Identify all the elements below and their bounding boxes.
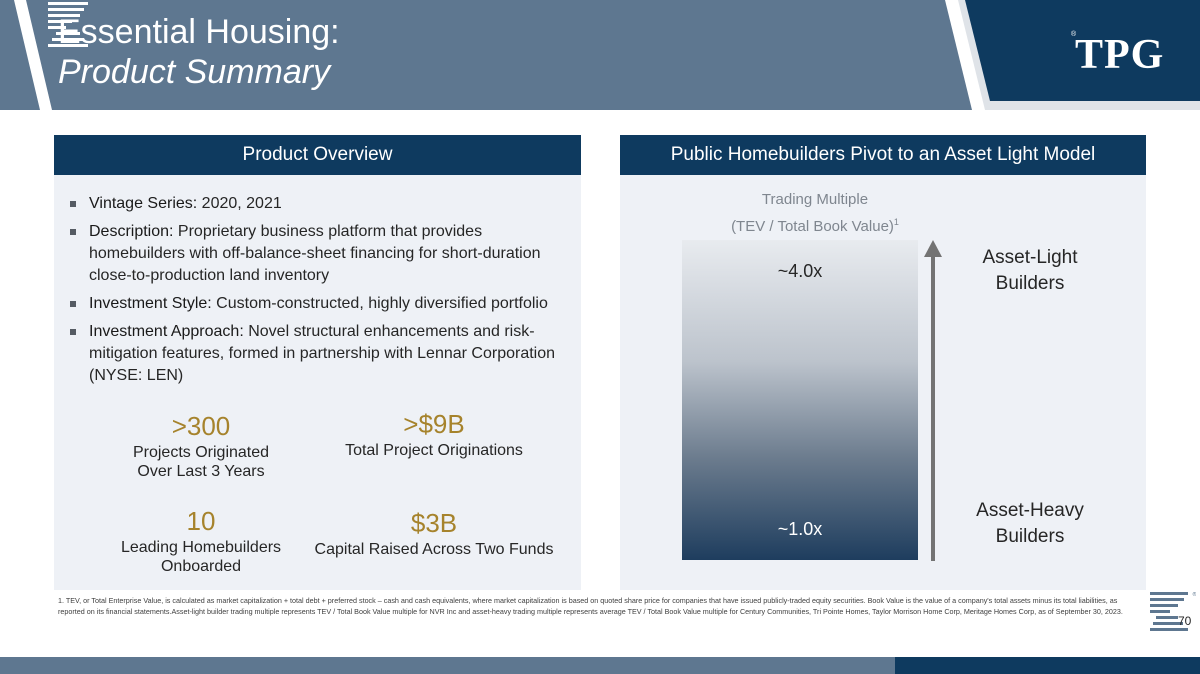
header-right-stripe (945, 0, 987, 110)
stat-homebuilders-onboarded: 10 Leading Homebuilders Onboarded (96, 506, 306, 576)
asset-heavy-builders-label: Asset-Heavy Builders (976, 500, 1084, 547)
bullet-square-icon (70, 201, 76, 207)
stat-label: Projects Originated Over Last 3 Years (132, 444, 270, 480)
bullet-investment-style: Investment Style: Custom-constructed, hi… (68, 293, 568, 315)
asset-light-builders-label: Asset-Light Builders (982, 247, 1078, 294)
bullet-square-icon (70, 301, 76, 307)
stat-value: $3B (410, 508, 458, 538)
header-background (0, 0, 1200, 110)
logo-wordmark: TPG (1075, 32, 1165, 78)
bullet-vintage-series: Vintage Series: 2020, 2021 (68, 193, 568, 215)
stat-value: 10 (186, 506, 216, 536)
logo-trademark: ® (1071, 31, 1077, 38)
stat-value: >300 (171, 411, 231, 441)
asset-light-pivot-panel: Public Homebuilders Pivot to an Asset Li… (620, 135, 1146, 590)
stat-label: Capital Raised Across Two Funds (314, 541, 554, 558)
asset-light-multiple: ~4.0x (777, 261, 823, 281)
overview-bullet-list: Vintage Series: 2020, 2021 Description: … (68, 193, 568, 393)
product-overview-panel: Product Overview Vintage Series: 2020, 2… (54, 135, 581, 590)
page-title: Essential Housing: Product Summary (58, 12, 340, 92)
up-arrow-icon (924, 240, 942, 561)
logo-block (965, 0, 1200, 101)
stat-capital-raised: $3B Capital Raised Across Two Funds (306, 508, 562, 559)
header-band: Essential Housing: Product Summary ® TPG (0, 0, 1200, 110)
multiple-gradient-bar (682, 240, 918, 560)
product-overview-heading: Product Overview (54, 135, 581, 175)
stat-label: Total Project Originations (345, 442, 523, 459)
trading-multiple-label: Trading Multiple (TEV / Total Book Value… (731, 191, 899, 235)
tpg-logo-icon (48, 2, 88, 47)
stat-value: >$9B (403, 409, 465, 439)
footnote: 1. TEV, or Total Enterprise Value, is ca… (58, 596, 1123, 616)
bullet-investment-approach: Investment Approach: Novel structural en… (68, 321, 568, 387)
footer-accent (895, 657, 1200, 674)
asset-heavy-multiple: ~1.0x (777, 519, 823, 539)
bullet-square-icon (70, 229, 76, 235)
bullet-description: Description: Proprietary business platfo… (68, 221, 568, 287)
bullet-square-icon (70, 329, 76, 335)
title-line-1: Essential Housing: (58, 13, 340, 51)
page-number: 70 (1178, 614, 1192, 628)
title-line-2: Product Summary (58, 53, 331, 91)
svg-text:®: ® (1192, 591, 1196, 598)
tpg-mark-icon: ® (1150, 591, 1196, 631)
asset-light-pivot-heading: Public Homebuilders Pivot to an Asset Li… (620, 135, 1146, 175)
stat-total-originations: >$9B Total Project Originations (316, 409, 552, 460)
stat-projects-originated: >300 Projects Originated Over Last 3 Year… (96, 411, 306, 481)
stat-label: Leading Homebuilders Onboarded (120, 539, 282, 575)
footnote-ref: 1 (893, 217, 899, 227)
